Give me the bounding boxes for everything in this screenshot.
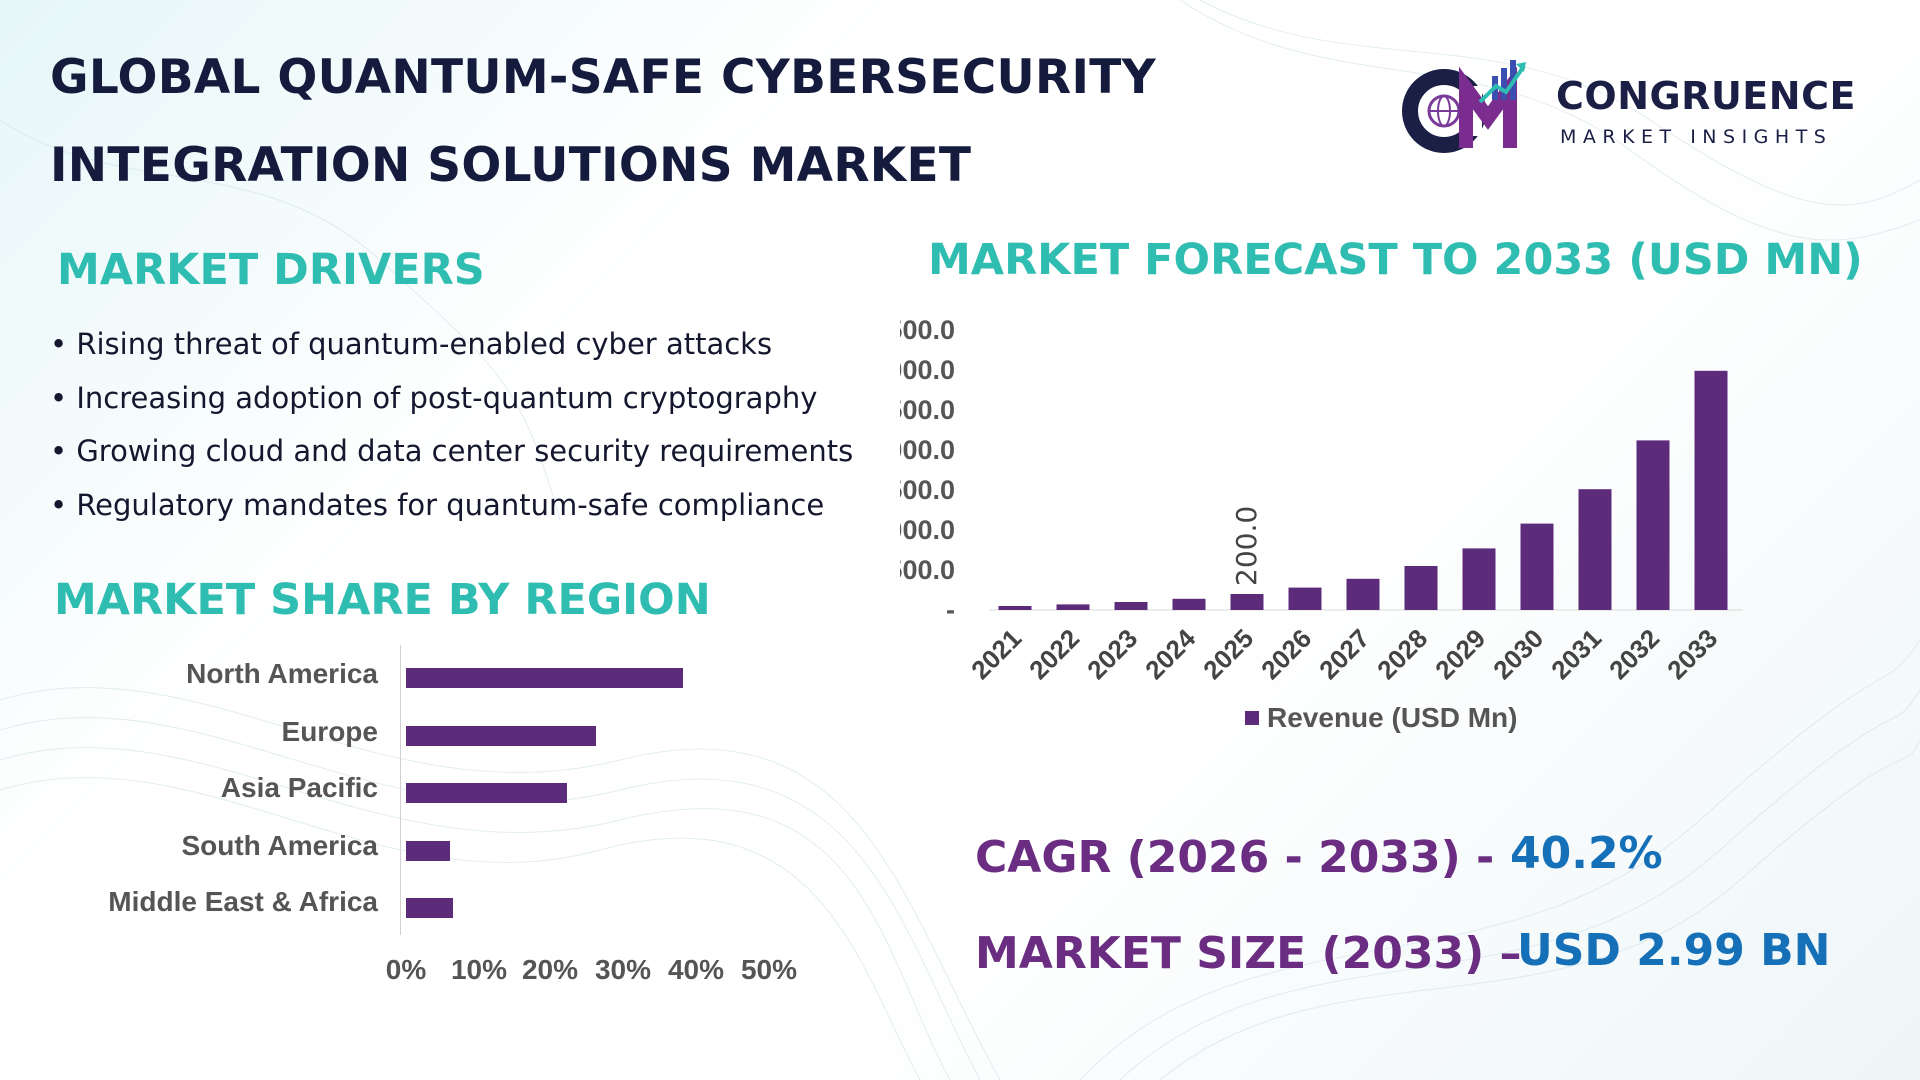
forecast-bar-chart: - 500.0 1,000.0 1,500.0 2,000.0 2,500.0 3,000.…: [900, 315, 1743, 733]
forecast-x-tick: 2027: [1313, 623, 1375, 685]
forecast-y-tick: -: [946, 595, 955, 625]
forecast-bar: [998, 606, 1032, 610]
forecast-y-tick: 2,500.0: [900, 395, 955, 425]
forecast-y-tick: 500.0: [900, 555, 955, 585]
forecast-legend-label: Revenue (USD Mn): [1267, 702, 1517, 733]
forecast-bar: [1346, 578, 1380, 610]
forecast-bar: [1578, 489, 1612, 610]
forecast-x-tick: 2022: [1023, 623, 1085, 685]
logo-tagline: MARKET INSIGHTS: [1560, 126, 1833, 148]
forecast-y-tick: 3,000.0: [900, 355, 955, 385]
forecast-bar: [1288, 587, 1322, 610]
region-label-south-america: South America: [181, 830, 378, 861]
driver-item: Regulatory mandates for quantum-safe com…: [50, 483, 853, 537]
region-bar: [406, 783, 567, 803]
forecast-y-tick: 1,000.0: [900, 515, 955, 545]
logo-name: CONGRUENCE: [1556, 74, 1856, 118]
forecast-x-tick: 2030: [1487, 623, 1549, 685]
page-title-line-1: GLOBAL QUANTUM-SAFE CYBERSECURITY: [50, 50, 1156, 105]
forecast-heading: MARKET FORECAST TO 2033 (USD MN): [928, 235, 1863, 285]
region-bar: [406, 898, 454, 918]
forecast-bar: [1694, 370, 1728, 610]
region-bar: [406, 840, 450, 861]
forecast-x-tick: 2021: [965, 623, 1027, 685]
logo-mark-icon: [1402, 60, 1526, 153]
region-bar: [406, 725, 596, 746]
forecast-bar: [1462, 548, 1496, 610]
forecast-x-tick: 2028: [1371, 623, 1433, 685]
region-x-tick: 50%: [740, 954, 798, 985]
region-label-europe: Europe: [281, 716, 378, 747]
forecast-bar: [1172, 598, 1206, 610]
forecast-bar: [1636, 440, 1670, 610]
forecast-y-tick: 1,500.0: [900, 475, 955, 505]
forecast-x-tick: 2026: [1255, 623, 1317, 685]
cagr-value: 40.2%: [1510, 828, 1663, 879]
forecast-data-label: 200.0: [1230, 506, 1263, 586]
forecast-x-tick: 2032: [1603, 623, 1665, 685]
region-heading: MARKET SHARE BY REGION: [54, 575, 711, 625]
market-size-label: MARKET SIZE (2033) –: [975, 928, 1522, 979]
forecast-legend-swatch: [1245, 711, 1259, 725]
forecast-x-tick: 2023: [1081, 623, 1143, 685]
forecast-bar: [1404, 566, 1438, 610]
driver-item: Rising threat of quantum-enabled cyber a…: [50, 322, 853, 376]
forecast-x-tick: 2029: [1429, 623, 1491, 685]
driver-item: Increasing adoption of post-quantum cryp…: [50, 376, 853, 430]
region-x-tick: 30%: [594, 954, 652, 985]
region-bar: [406, 668, 684, 688]
region-x-tick: 10%: [450, 954, 508, 985]
drivers-heading: MARKET DRIVERS: [57, 245, 485, 295]
forecast-x-tick: 2031: [1545, 623, 1607, 685]
forecast-bar: [1114, 602, 1148, 610]
region-x-tick: 0%: [385, 954, 427, 985]
region-label-asia-pacific: Asia Pacific: [220, 772, 378, 803]
forecast-x-tick: 2033: [1661, 623, 1723, 685]
region-x-tick: 40%: [667, 954, 725, 985]
cagr-label: CAGR (2026 - 2033) -: [975, 832, 1495, 883]
page-title-line-2: INTEGRATION SOLUTIONS MARKET: [50, 138, 972, 193]
market-size-value: USD 2.99 BN: [1517, 925, 1831, 976]
region-x-axis-ticks: 0% 10% 20% 30% 40% 50%: [380, 954, 810, 994]
region-axis-line: [400, 645, 401, 935]
forecast-y-tick: 2,000.0: [900, 435, 955, 465]
forecast-y-tick: 3,500.0: [900, 315, 955, 345]
forecast-bar: [1520, 523, 1554, 610]
driver-item: Growing cloud and data center security r…: [50, 429, 853, 483]
region-x-tick: 20%: [521, 954, 579, 985]
region-label-middle-east-africa: Middle East & Africa: [108, 886, 378, 917]
company-logo: CONGRUENCE MARKET INSIGHTS: [1400, 56, 1870, 156]
drivers-list: Rising threat of quantum-enabled cyber a…: [50, 322, 853, 536]
forecast-bar: [1230, 594, 1264, 610]
region-label-north-america: North America: [186, 658, 378, 689]
forecast-x-tick: 2025: [1197, 623, 1259, 685]
forecast-x-tick: 2024: [1139, 623, 1201, 685]
forecast-bar: [1056, 604, 1090, 610]
